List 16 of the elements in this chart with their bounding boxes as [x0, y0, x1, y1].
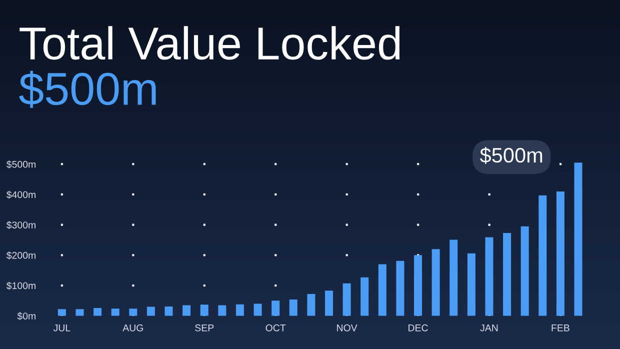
- x-tick-label: OCT: [266, 324, 286, 332]
- x-tick-label: FEB: [552, 324, 570, 332]
- x-tick-label: AUG: [122, 324, 143, 332]
- annotation: $500m: [480, 147, 542, 164]
- y-tick-label: $0m: [17, 312, 36, 320]
- chart-title: Total Value Locked: [20, 26, 400, 60]
- y-tick-label: $100m: [6, 282, 36, 290]
- y-tick-label: $400m: [6, 190, 36, 199]
- y-tick-label: $200m: [6, 252, 36, 260]
- x-tick-label: JAN: [480, 324, 498, 332]
- x-tick-label: SEP: [195, 324, 214, 332]
- y-tick-label: $300m: [6, 221, 36, 230]
- x-tick-label: NOV: [337, 324, 358, 332]
- x-tick-label: DEC: [408, 324, 428, 332]
- x-tick-label: JUL: [53, 324, 70, 332]
- y-tick-label: $500m: [6, 160, 36, 168]
